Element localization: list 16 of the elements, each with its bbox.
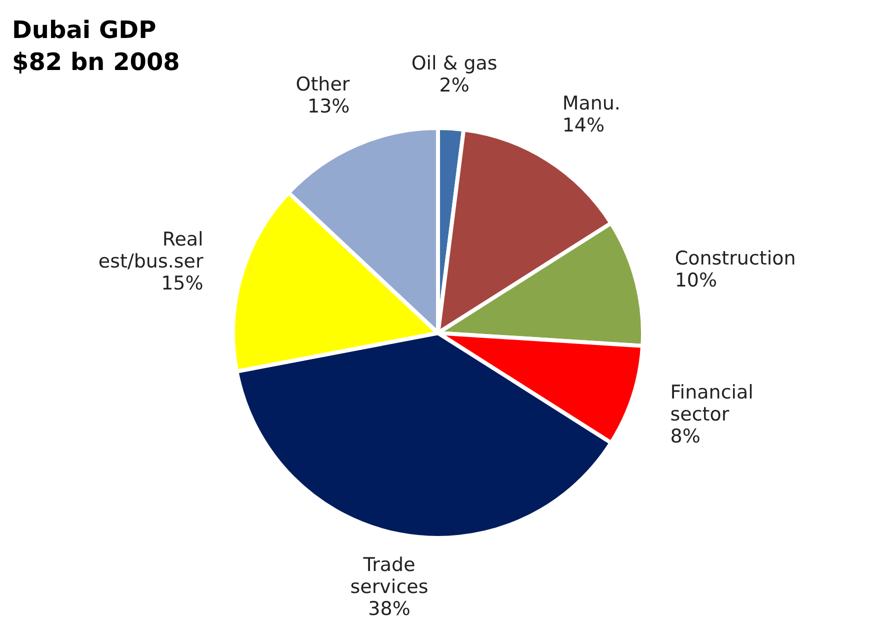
slice-label: Trade services [350, 554, 428, 598]
data-label: 15% [161, 272, 204, 294]
data-label: 8% [670, 425, 700, 448]
data-label: 2% [439, 74, 470, 97]
slice-label: Financial sector [670, 381, 754, 426]
chart-subtitle: $82 bn 2008 [12, 48, 180, 76]
data-label: 13% [308, 95, 350, 118]
slice-label: Manu. [562, 92, 620, 114]
data-label: 14% [562, 114, 605, 136]
slice-label: Oil & gas [411, 52, 498, 75]
data-label: 10% [674, 269, 718, 292]
slice-label: Construction [674, 247, 796, 270]
chart-title: Dubai GDP [12, 16, 156, 44]
data-label: 38% [368, 598, 410, 620]
slice-label: Other [296, 73, 350, 96]
slice-label: Real est/bus.ser [98, 228, 204, 272]
